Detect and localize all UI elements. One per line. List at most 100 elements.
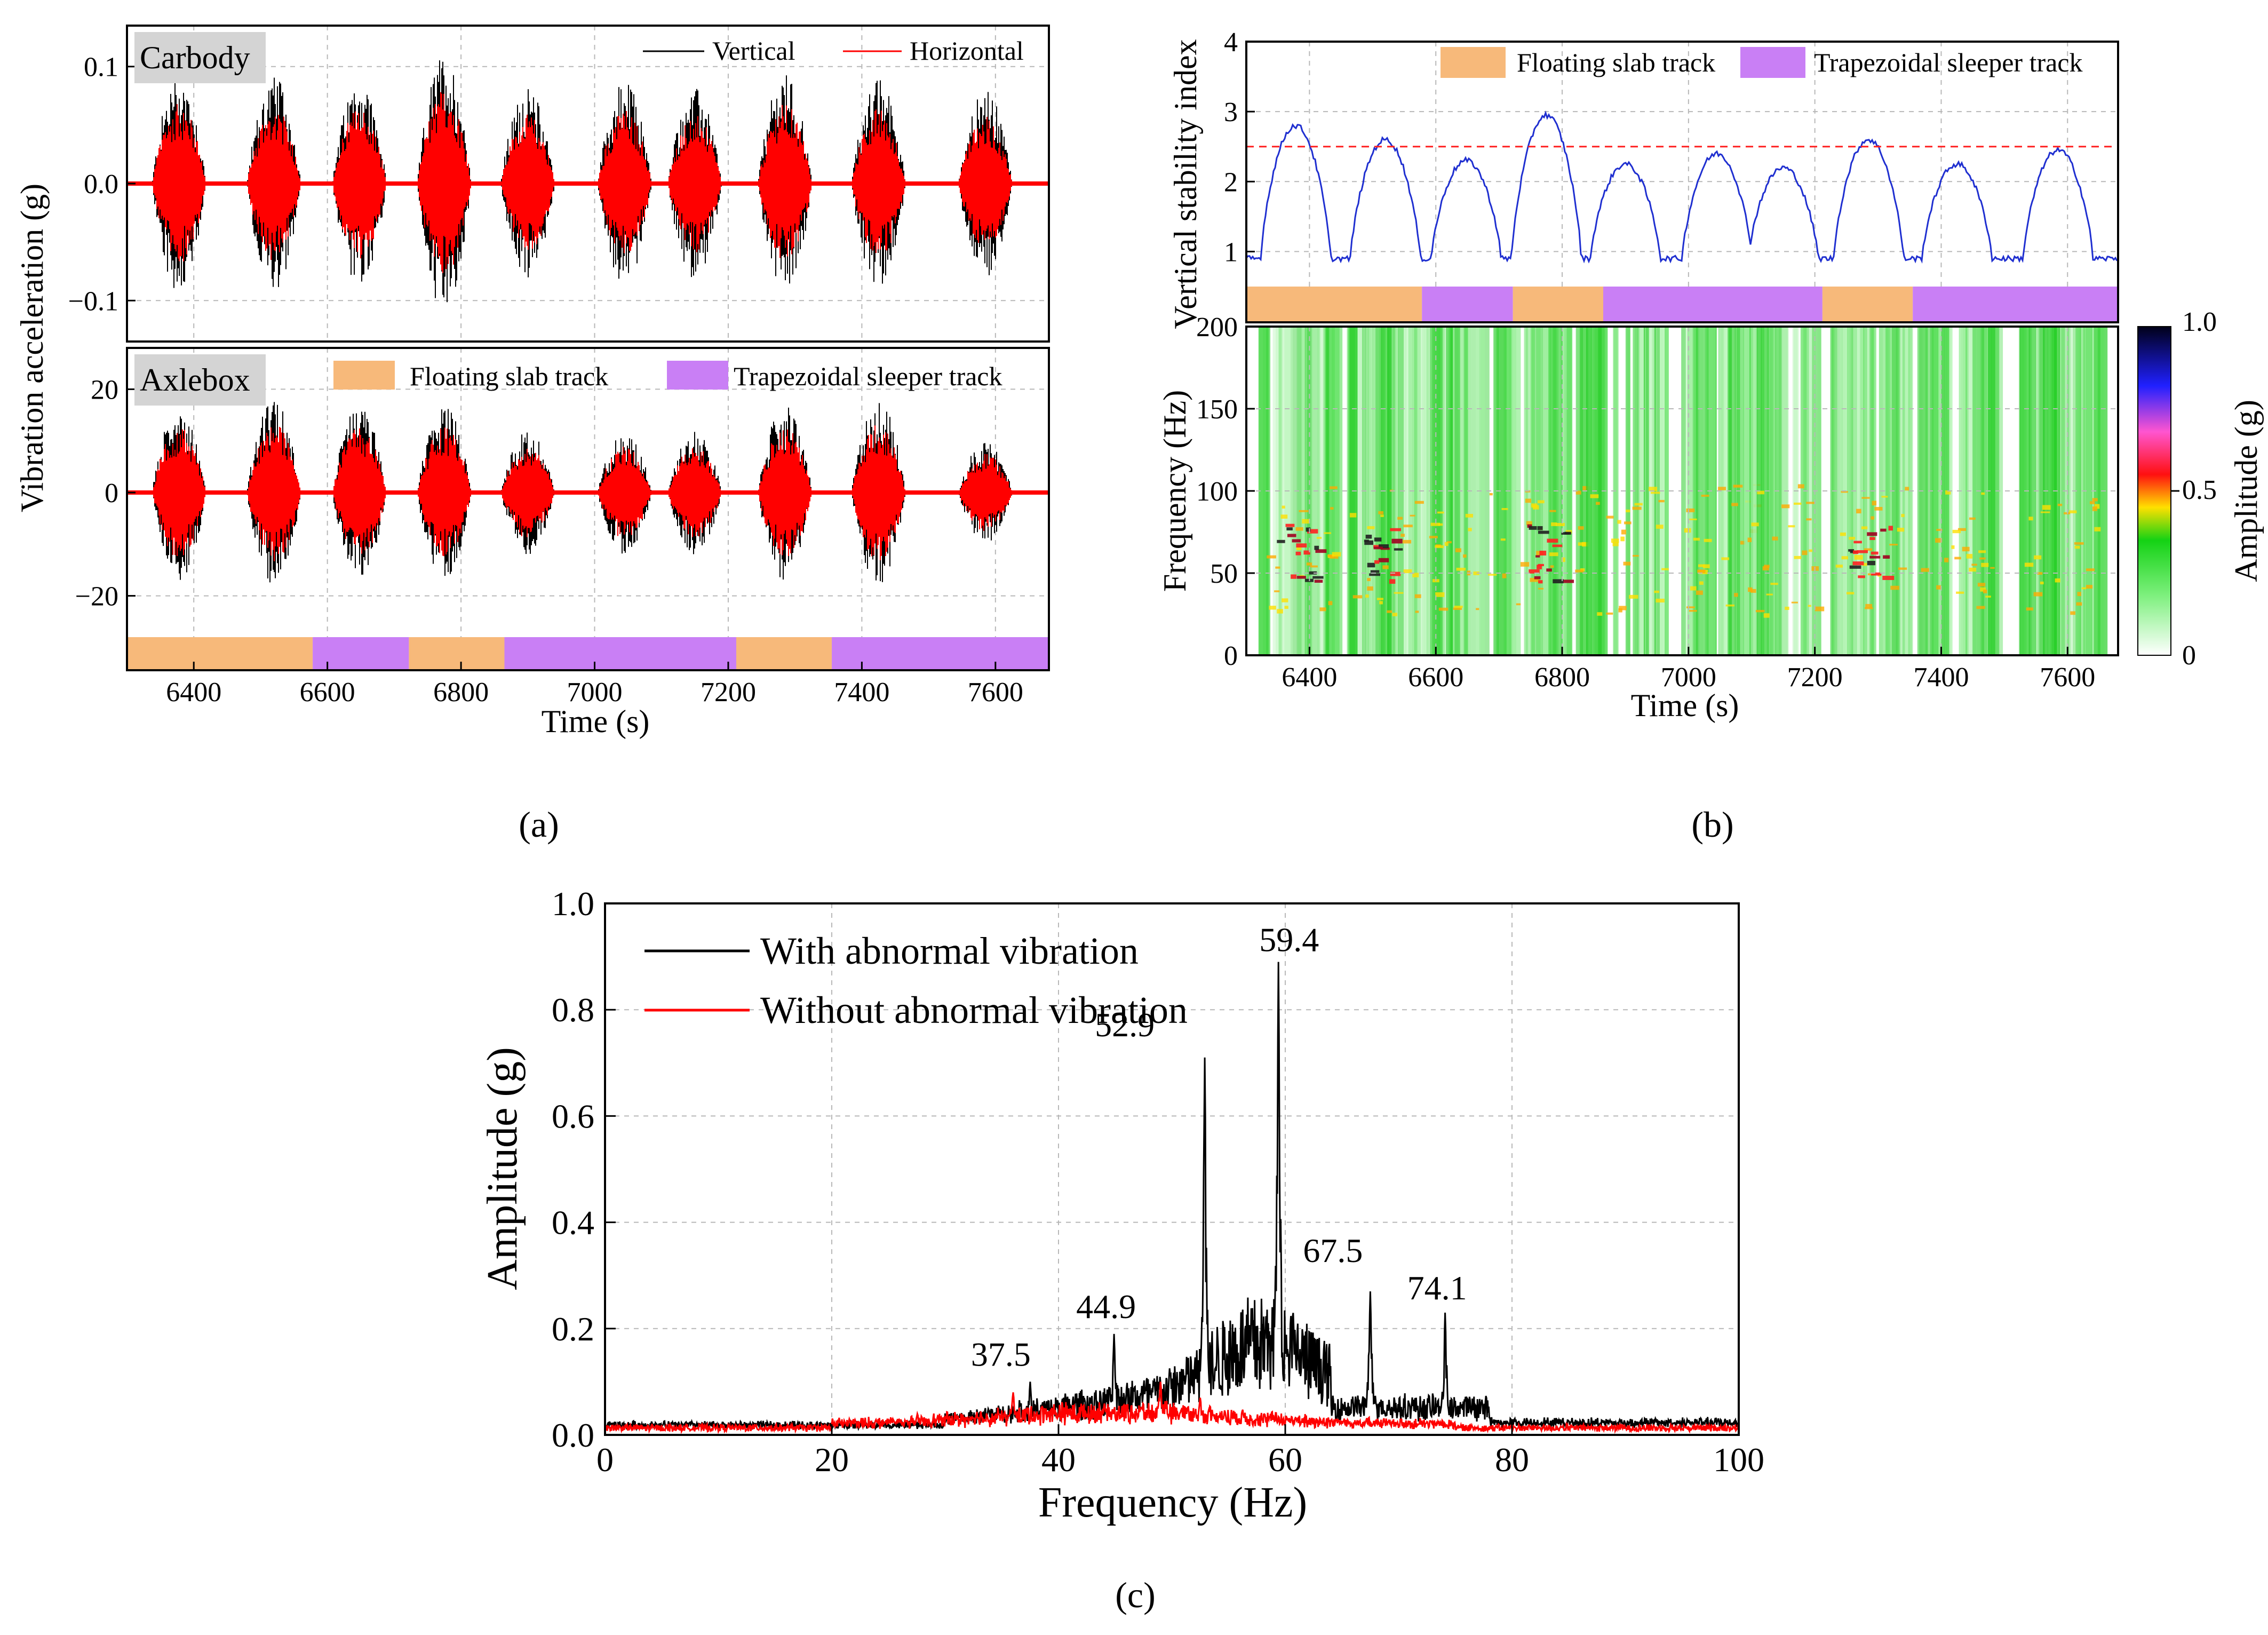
track-segment-floating_slab [736,637,832,670]
track-segment-trapezoidal [832,637,1049,670]
spectrogram-hotspot [1809,549,1812,552]
track-segment-floating_slab [1822,287,1913,322]
spectrogram-hotspot [2077,592,2081,597]
spectrogram-hotspot [1387,610,1392,613]
spectrogram-hotspot [1954,557,1961,560]
spectrogram-band [1561,327,1565,655]
spectrogram-hotspot [1849,537,1856,540]
ytick-label: 0.4 [552,1204,594,1242]
spectrogram-peak [1390,528,1402,531]
spectrogram-hotspot [1733,485,1743,488]
spectrogram-ylabel: Frequency (Hz) [1157,390,1192,592]
track-type-bar-b [1246,287,2118,322]
spectrum-ticks: 0 20 40 60 80 100 0.0 0.2 0.4 0.6 0.8 1.0 [552,885,1764,1479]
xtick-label: 6400 [166,677,221,708]
spectrogram-peak [1867,561,1875,566]
spectrogram-peak [1296,543,1307,548]
spectrogram-hotspot [1310,565,1318,568]
spectrogram-hotspot [1976,606,1985,609]
spectrogram-hotspot [1624,521,1632,525]
spectrogram-band [1317,327,1321,655]
xtick-label: 100 [1713,1441,1764,1479]
spectrogram-hotspot [1854,555,1863,560]
ytick-label: 2 [1224,167,1238,197]
spectrogram-hotspot [1582,486,1592,490]
spectrogram-band [1645,327,1650,655]
spectrogram-peak [1871,551,1879,555]
ytick-label: 1 [1224,237,1238,267]
ytick-label: 200 [1196,312,1238,343]
spectrogram-hotspot [1611,538,1619,543]
spectrogram-band [1643,327,1649,655]
spectrogram-peak [1539,551,1547,555]
spectrogram-hotspot [1403,569,1412,574]
spectrogram-hotspot [1500,538,1506,541]
spectrogram-hotspot [2040,511,2050,513]
spectrogram-hotspot [1686,606,1695,608]
spectrogram-band [1387,327,1391,655]
spectrogram-band [1867,327,1873,655]
spectrogram-hotspot [1319,607,1326,612]
spectrogram-hotspot [1565,530,1572,534]
legend-with-abnormal: With abnormal vibration [760,930,1139,972]
carbody-yticks: 0.1 0.0 −0.1 [68,52,136,316]
axlebox-yticks: 20 0 −20 [75,375,136,612]
spectrogram-hotspot [1656,525,1664,529]
spectrogram-peak [1380,547,1390,550]
spectrogram-hotspot [1661,568,1669,570]
spectrogram-hotspot [2074,545,2080,549]
panel-a-xticks: 6400 6600 6800 7000 7200 7400 7600 [166,662,1023,708]
spectrogram-hotspot [1410,514,1415,517]
spectrogram-peak [1314,580,1323,583]
spectrogram-hotspot [2034,555,2042,560]
spectrogram-peak [1529,526,1537,530]
spectrogram-hotspot [1623,561,1631,566]
ytick-label: 0 [105,478,118,509]
track-segment-trapezoidal [1603,287,1823,322]
spectrogram-peak [1858,575,1865,578]
spectrogram-hotspot [1951,545,1955,549]
spectrum-xlabel: Frequency (Hz) [1038,1479,1307,1526]
spectrogram-hotspot [1762,566,1769,570]
spectrogram-band [2086,327,2093,655]
spectrogram-hotspot [1981,562,1989,567]
spectrogram-peak [1848,549,1855,552]
spectrogram-peak [1538,580,1543,584]
xtick-label: 6600 [300,677,355,708]
spectrogram-hotspot [1277,609,1283,614]
spectrogram-hotspot [1872,501,1877,506]
spectrogram-peak [1307,529,1318,534]
series-with-abnormal [605,962,1739,1432]
spectrogram-hotspot [1612,542,1619,546]
spectrogram-peak [1394,548,1403,551]
spectrogram-peak [1871,572,1882,576]
spectrogram-band [1959,327,1966,655]
spectrogram-hotspot [1702,564,1710,568]
axlebox-signal [127,402,1049,583]
spectrogram-hotspot [1501,508,1508,510]
spectrogram-hotspot [1649,487,1658,491]
spectrogram-peak [1867,532,1877,536]
spectrogram-peak [1883,555,1890,559]
ytick-label: 20 [91,375,118,405]
panel-c-label: (c) [1115,1575,1155,1615]
spectrogram-hotspot [1802,550,1808,555]
spectrogram-hotspot [1328,601,1333,606]
spectrogram-peak [1880,528,1887,532]
spectrogram-hotspot [1936,585,1941,590]
spectrogram-hotspot [1841,556,1848,560]
spectrogram-hotspot [1367,526,1375,529]
panel-a-label: (a) [519,804,559,845]
spectrogram-hotspot [1382,565,1389,569]
spectrogram-hotspot [1881,496,1888,498]
spectrogram-band [1693,327,1699,655]
spectrogram-hotspot [1444,542,1449,546]
spectrogram-peak [1852,561,1864,566]
stability-legend: Floating slab track Trapezoidal sleeper … [1441,47,2083,78]
track-segment-trapezoidal [313,637,409,670]
spectrogram-hotspot [1619,606,1627,610]
panel-b: 1 2 3 4 Floating slab track Trapezoidal sle… [1157,27,2264,845]
xtick-label: 7000 [567,677,623,708]
spectrum-plot [605,962,1739,1434]
spectrogram-hotspot [1748,587,1753,592]
